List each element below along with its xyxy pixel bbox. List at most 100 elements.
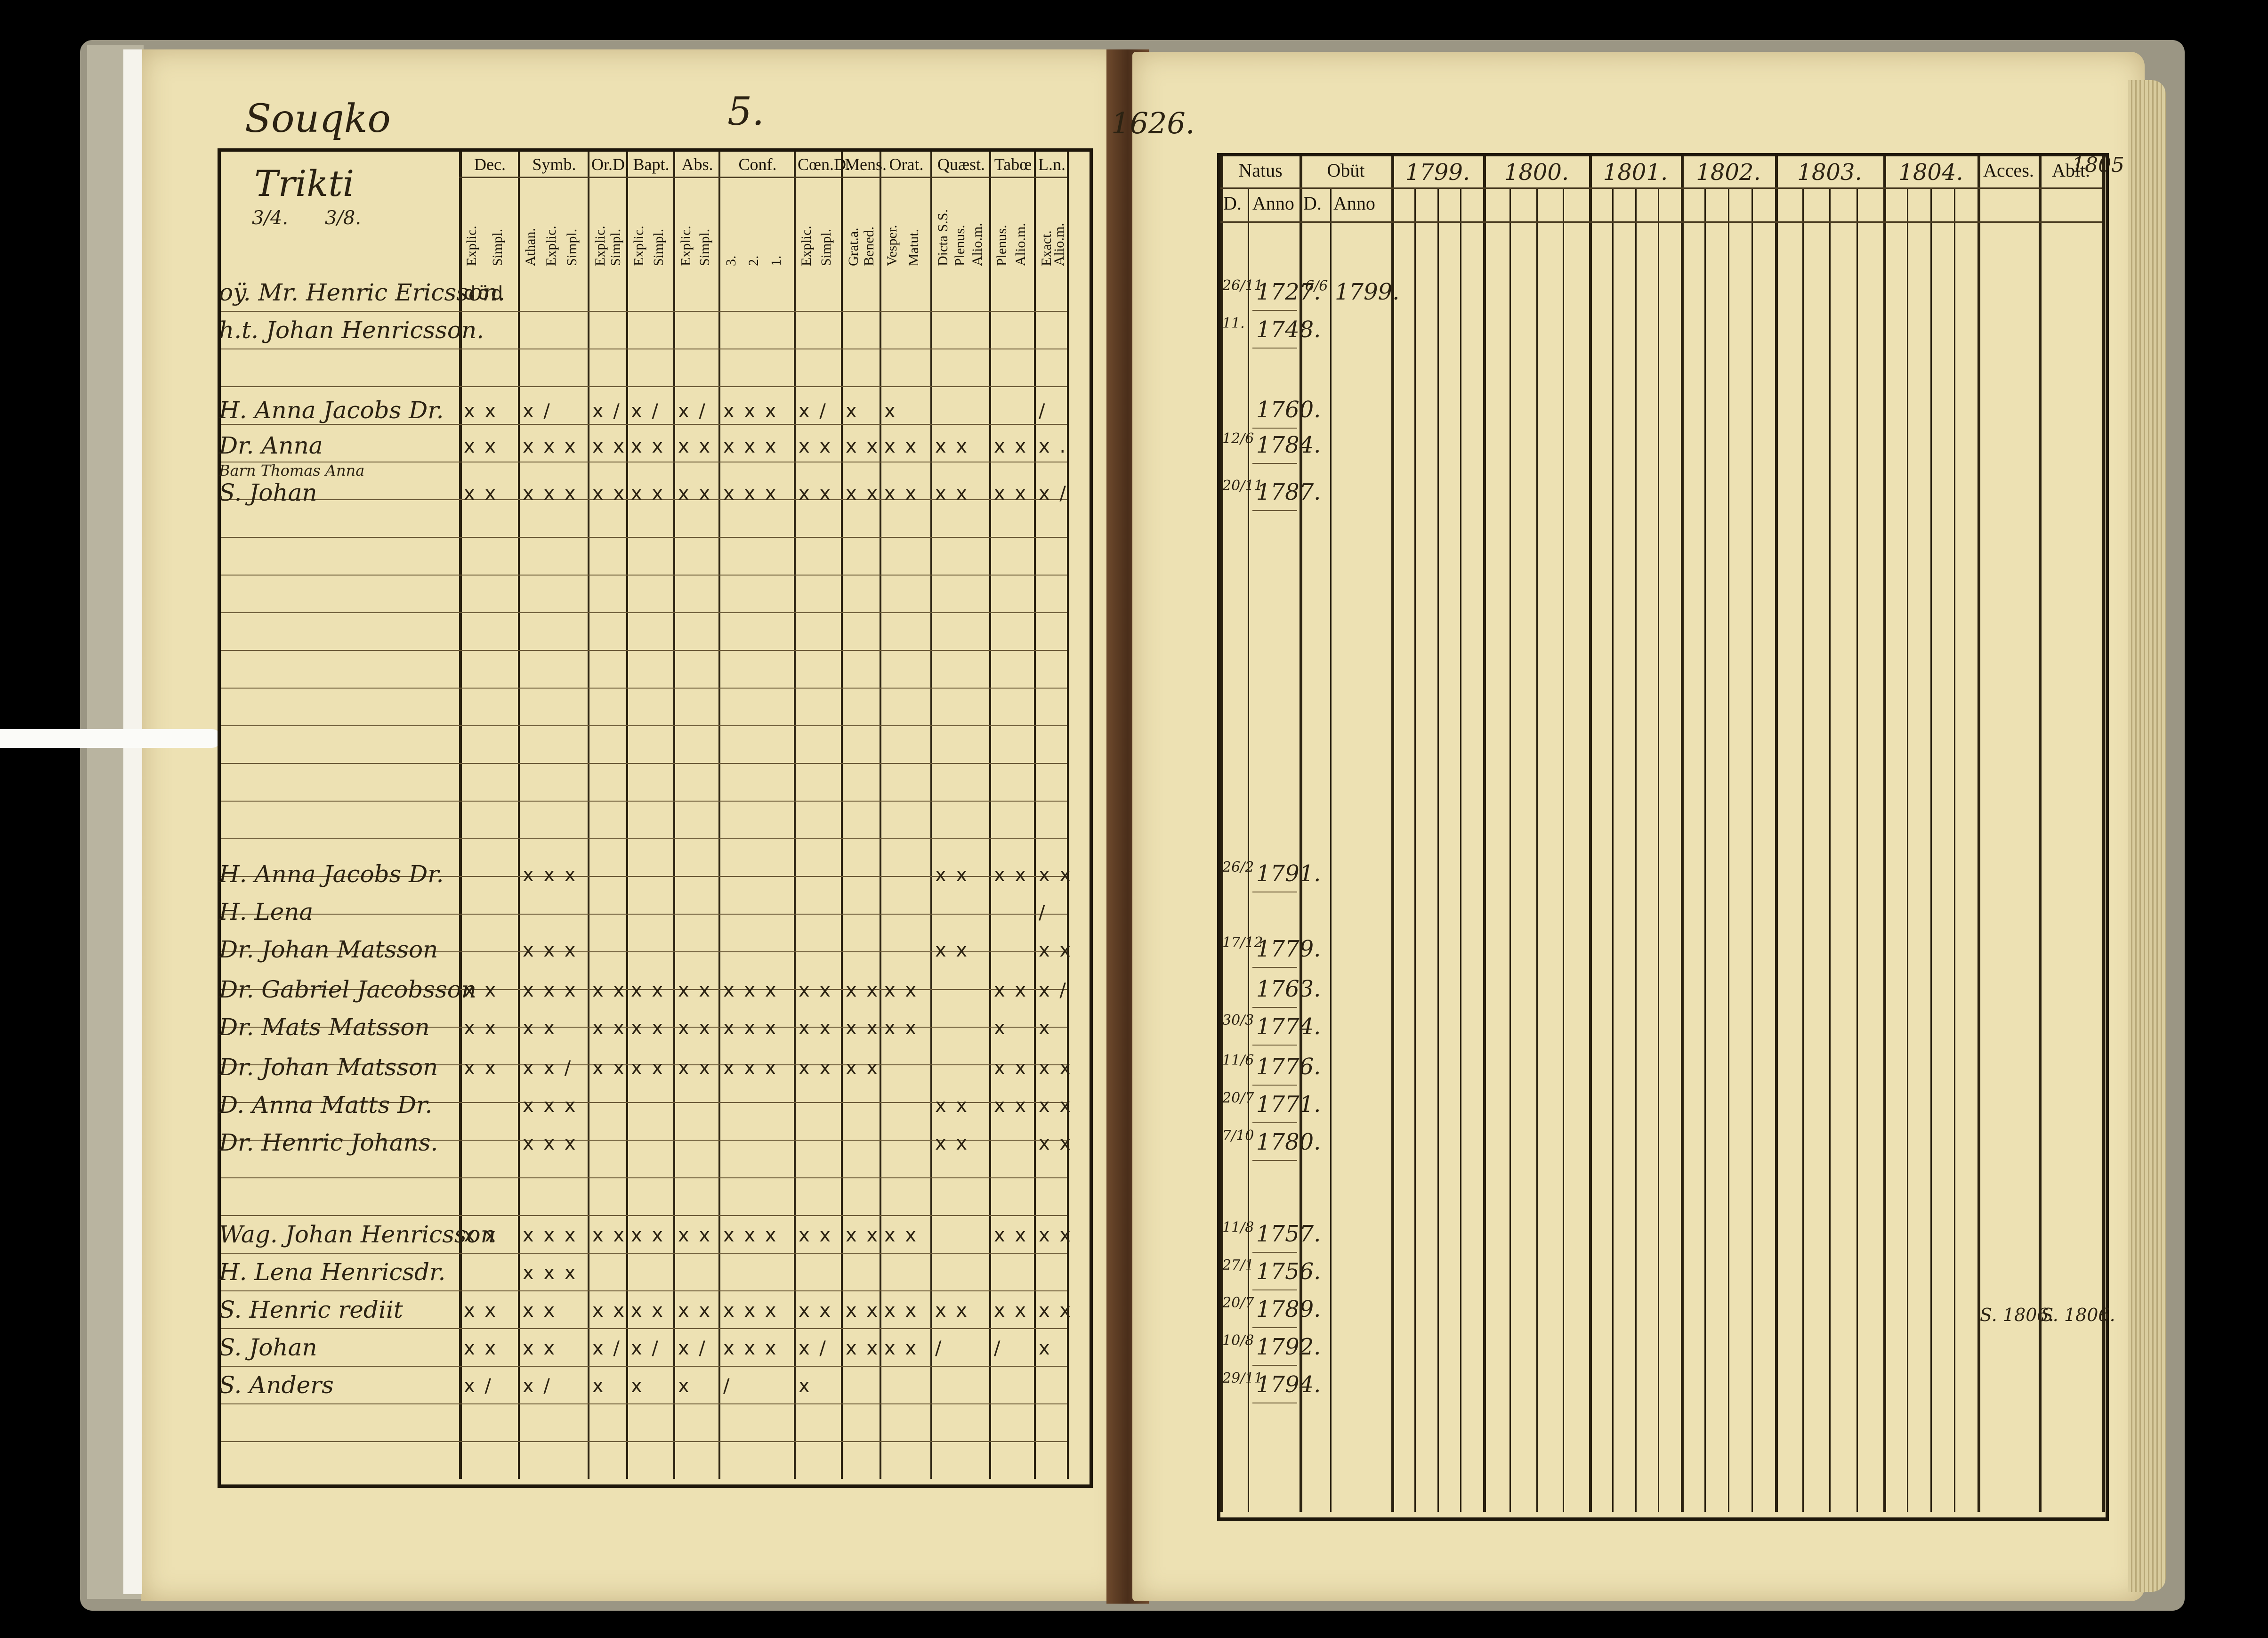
resident-name: S. Johan	[219, 1334, 317, 1361]
right-ruled-line	[1252, 428, 1297, 429]
right-sub-line	[1930, 188, 1932, 1512]
fraction-b: 3/8.	[325, 207, 362, 229]
exam-mark: x x x	[523, 483, 578, 504]
exam-mark: x x	[678, 436, 712, 457]
left-col-subheader-4-0: Explic.	[678, 226, 694, 266]
exam-mark: död	[464, 283, 505, 304]
exam-mark: x x x	[523, 864, 578, 886]
margin-page-number: 1626.	[1111, 106, 1195, 140]
left-col-subheader-6-0: Explic.	[799, 226, 814, 266]
exam-mark: x x x	[723, 1057, 778, 1079]
page-number: 5.	[727, 89, 765, 134]
left-ruled-line	[221, 1366, 1067, 1367]
fraction-a: 3/4.	[252, 207, 289, 229]
resident-name: Dr. Johan Matsson	[219, 1054, 438, 1081]
right-sub-line	[1330, 188, 1332, 1512]
right-col-header-8: Acces.	[1983, 160, 2034, 181]
right-ruled-line	[1252, 1045, 1297, 1046]
left-col-header-9: Quæst.	[937, 155, 985, 174]
birth-day: 11.	[1222, 315, 1245, 332]
resident-name: oÿ. Mr. Henric Ericsson.	[219, 279, 505, 306]
exam-mark: x x	[935, 864, 969, 886]
exam-mark: x x	[884, 1017, 919, 1039]
exam-mark: x x	[631, 483, 665, 504]
resident-name: D. Anna Matts Dr.	[219, 1091, 433, 1119]
left-col-line	[718, 152, 720, 1479]
exam-mark: x x	[846, 436, 880, 457]
left-ruled-line	[221, 424, 1067, 425]
left-ruled-line	[221, 1027, 1067, 1028]
exam-mark: x x x	[723, 1224, 778, 1246]
exam-mark: x /	[799, 1338, 828, 1359]
left-col-subheader-0-0: Explic.	[464, 226, 479, 266]
exam-mark: x x	[464, 1224, 498, 1246]
exam-mark: x x	[994, 1095, 1028, 1117]
left-col-subheader-9-0: Dicta S.S.	[935, 209, 951, 266]
right-col-header-9: Abit.	[2051, 160, 2090, 181]
left-col-line	[518, 152, 520, 1479]
left-col-line	[626, 152, 628, 1479]
exam-mark: x /	[592, 1338, 621, 1359]
exam-mark: x x	[464, 1017, 498, 1039]
left-col-subheader-5-2: 1.	[768, 255, 784, 267]
left-col-subheader-1-2: Simpl.	[564, 228, 580, 266]
exam-mark: x x	[994, 1300, 1028, 1322]
exam-mark: /	[994, 1338, 1002, 1359]
right-col-header-6: 1803.	[1797, 159, 1862, 186]
left-page	[141, 49, 1125, 1601]
left-col-subheader-3-1: Simpl.	[651, 228, 666, 266]
resident-name: Barn Thomas Anna	[219, 462, 365, 479]
left-table-frame	[218, 148, 1093, 1488]
birth-year: 1784.	[1256, 432, 1321, 458]
right-group-line	[1681, 156, 1684, 1512]
right-sub-line	[1414, 188, 1416, 1512]
left-col-subheader-8-0: Vesper.	[884, 225, 900, 266]
exam-mark: x /	[523, 400, 552, 422]
exam-mark: x x	[1039, 1224, 1073, 1246]
left-col-line	[1067, 152, 1069, 1479]
exam-mark: x x	[1039, 864, 1073, 886]
left-ruled-line	[221, 914, 1067, 915]
exam-mark: /	[1039, 902, 1047, 924]
exam-mark: x x	[994, 483, 1028, 504]
left-col-line	[880, 152, 881, 1479]
left-col-header-8: Orat.	[889, 155, 924, 174]
left-ruled-line	[221, 311, 1067, 312]
right-sub-line	[1728, 188, 1729, 1512]
birth-year: 1780.	[1256, 1129, 1321, 1155]
right-header-line	[1220, 187, 2102, 189]
left-col-subheader-9-2: Alio.m.	[969, 223, 985, 266]
birth-year: 1756.	[1256, 1258, 1321, 1285]
exam-mark: x x	[884, 980, 919, 1001]
exam-mark: x	[846, 400, 859, 422]
exam-mark: x x	[846, 1017, 880, 1039]
exam-mark: x x	[678, 483, 712, 504]
birth-day: 26/11	[1222, 277, 1263, 294]
exam-mark: x x	[678, 1017, 712, 1039]
exam-mark: x x	[678, 1057, 712, 1079]
left-ruled-line	[221, 801, 1067, 802]
exam-mark: x x	[799, 436, 833, 457]
right-sub-line	[1802, 188, 1804, 1512]
exam-mark: x	[799, 1375, 812, 1397]
exam-mark: x x	[846, 1338, 880, 1359]
exam-mark: x x	[1039, 1095, 1073, 1117]
exam-mark: x /	[523, 1375, 552, 1397]
birth-day: 27/1	[1222, 1257, 1254, 1273]
right-ruled-line	[1252, 510, 1297, 511]
exam-mark: x /	[464, 1375, 493, 1397]
right-table-frame	[1217, 153, 2109, 1521]
village-name: Souqko	[245, 97, 391, 141]
left-col-line	[459, 152, 462, 1479]
exam-mark: x	[678, 1375, 691, 1397]
bookmark-strip	[0, 729, 221, 748]
right-ruled-line	[1252, 1085, 1297, 1086]
exam-mark: x x	[464, 436, 498, 457]
exam-mark: /	[1039, 400, 1047, 422]
exam-mark: x x	[678, 1224, 712, 1246]
left-col-header-11: L.n.	[1038, 155, 1065, 174]
right-col-header-7: 1804.	[1898, 159, 1963, 186]
left-ruled-line	[221, 1140, 1067, 1141]
page-strip	[123, 49, 142, 1594]
exam-mark: x x	[846, 483, 880, 504]
